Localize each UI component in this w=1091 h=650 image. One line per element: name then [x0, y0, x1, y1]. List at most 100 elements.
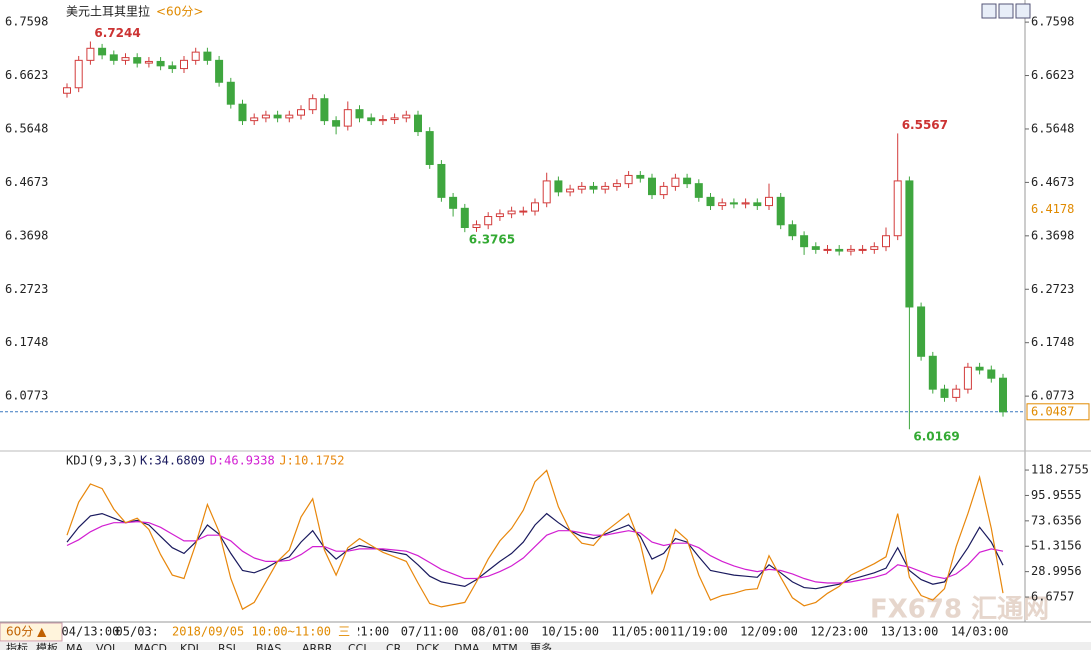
- y-tick-label-right: 6.1748: [1031, 335, 1074, 349]
- y-tick-label-right: 6.7598: [1031, 15, 1074, 29]
- candle-body: [683, 177, 692, 185]
- candle-body: [86, 47, 95, 61]
- tab[interactable]: 指标: [6, 641, 28, 650]
- crosshair-price: 6.4178: [1031, 202, 1074, 216]
- x-tick-label: 08/01:00: [471, 625, 529, 639]
- tab[interactable]: BIAS: [256, 642, 281, 650]
- candle-body: [554, 180, 563, 193]
- y-tick-label-right: 6.3698: [1031, 228, 1074, 242]
- candle-body: [917, 306, 926, 357]
- candle-body: [98, 47, 107, 56]
- x-tick-label: 04/13:00: [62, 625, 120, 639]
- tab[interactable]: CCI: [348, 642, 367, 650]
- candle-body: [718, 202, 727, 207]
- candle-body: [402, 114, 411, 119]
- tab[interactable]: DMA: [454, 642, 480, 650]
- candle-body: [882, 235, 890, 248]
- candle-body: [250, 117, 259, 122]
- candle-body: [823, 248, 832, 251]
- candle-body: [577, 185, 586, 190]
- candle-body: [133, 57, 142, 64]
- candle-body: [999, 377, 1007, 413]
- candle-body: [285, 114, 294, 119]
- candle-body: [846, 248, 855, 252]
- period-label: <60分>: [156, 5, 203, 19]
- y-tick-label: 28.9956: [1031, 564, 1082, 578]
- period-button[interactable]: [0, 622, 63, 642]
- candle-body: [180, 59, 188, 70]
- candle-body: [144, 60, 153, 64]
- tab[interactable]: MA: [66, 642, 83, 650]
- x-tick-label: 14/03:00: [951, 625, 1009, 639]
- legend-entry: K:34.6809: [140, 454, 205, 468]
- tab[interactable]: 模板: [36, 641, 58, 650]
- indicator-line: [66, 469, 1004, 611]
- button[interactable]: [1015, 3, 1031, 19]
- candle-body: [648, 177, 656, 196]
- y-tick-label: 6.4673: [5, 175, 48, 189]
- tab[interactable]: 更多: [530, 641, 552, 650]
- tab[interactable]: ARBR: [302, 642, 333, 650]
- candle-body: [905, 180, 914, 308]
- candle-body: [952, 388, 961, 398]
- last-price-label: 6.0487: [1031, 404, 1074, 418]
- legend-entry: J:10.1752: [279, 454, 344, 468]
- tab[interactable]: RSI: [218, 642, 236, 650]
- candle-body: [893, 180, 902, 237]
- candle-body: [297, 109, 305, 116]
- candle-body: [215, 59, 224, 83]
- button[interactable]: [981, 3, 997, 19]
- tab[interactable]: CR: [386, 642, 402, 650]
- y-tick-label: 95.9555: [1031, 488, 1082, 502]
- tab[interactable]: MACD: [134, 642, 167, 650]
- x-tick-label: 11/19:00: [670, 625, 728, 639]
- candle-body: [472, 224, 481, 229]
- y-tick-label: 118.2755: [1031, 463, 1089, 477]
- tab[interactable]: MTM: [492, 642, 518, 650]
- candle-body: [156, 60, 165, 67]
- tab[interactable]: KDJ: [180, 642, 199, 650]
- candle-body: [940, 388, 949, 398]
- candle-body: [519, 210, 528, 213]
- candle-body: [74, 59, 83, 89]
- indicator-line: [66, 512, 1004, 590]
- high-annotation: 6.5567: [902, 118, 948, 132]
- candle-body: [332, 120, 341, 127]
- candle-body: [414, 114, 422, 133]
- y-tick-label-right: 6.6623: [1031, 68, 1074, 82]
- tab[interactable]: DCK: [416, 642, 440, 650]
- candle-body: [928, 355, 937, 390]
- y-tick-label: 6.6623: [5, 68, 48, 82]
- period-button-label[interactable]: 60分 ▲: [6, 625, 47, 639]
- candle-body: [191, 51, 200, 61]
- y-tick-label: 6.7598: [5, 15, 48, 29]
- legend-entry: D:46.9338: [210, 454, 275, 468]
- indicator-line: [66, 520, 1004, 584]
- candle-body: [261, 114, 270, 119]
- last-price-box: [1026, 403, 1090, 421]
- button[interactable]: [998, 3, 1014, 19]
- x-tick-label: 12/23:00: [810, 625, 868, 639]
- tab-bar: [0, 642, 1091, 650]
- candle-body: [63, 87, 71, 94]
- window-buttons[interactable]: [981, 3, 1031, 19]
- candle-body: [531, 202, 539, 212]
- high-annotation: 6.7244: [94, 26, 140, 40]
- candle-body: [753, 202, 762, 207]
- candle-body: [121, 57, 130, 61]
- candle-body: [495, 213, 504, 218]
- candle-body: [776, 196, 785, 226]
- tab[interactable]: VOL: [96, 642, 119, 650]
- crosshair-time-bg: [170, 624, 358, 640]
- y-tick-label: 6.0773: [5, 389, 48, 403]
- candle-body: [308, 98, 317, 111]
- candle-body: [729, 202, 738, 205]
- candle-body: [612, 183, 621, 187]
- candle-body: [624, 174, 633, 185]
- candle-body: [542, 180, 551, 204]
- candle-body: [238, 103, 247, 122]
- candle-body: [390, 117, 399, 121]
- candle-body: [484, 216, 493, 226]
- x-tick-label: 13/13:00: [881, 625, 939, 639]
